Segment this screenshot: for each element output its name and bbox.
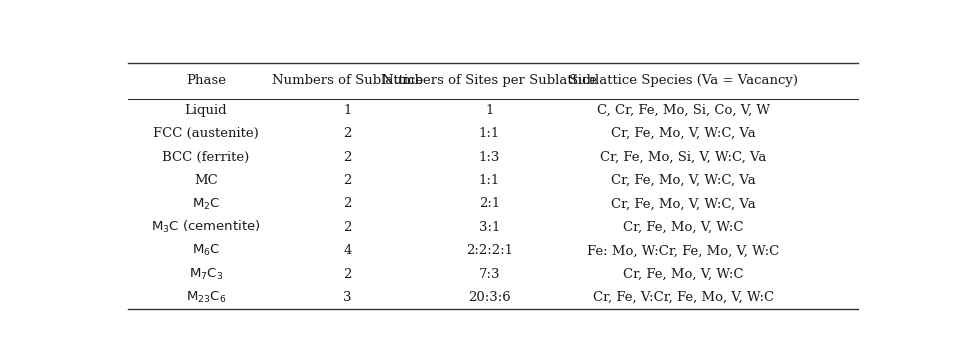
Text: 1:1: 1:1 xyxy=(479,127,500,140)
Text: $\mathrm{M_3C}$ (cementite): $\mathrm{M_3C}$ (cementite) xyxy=(151,219,260,235)
Text: 2: 2 xyxy=(343,150,352,164)
Text: Cr, Fe, V:Cr, Fe, Mo, V, W:C: Cr, Fe, V:Cr, Fe, Mo, V, W:C xyxy=(592,291,773,304)
Text: 2: 2 xyxy=(343,127,352,140)
Text: 3:1: 3:1 xyxy=(479,221,500,234)
Text: Liquid: Liquid xyxy=(185,104,227,117)
Text: 2: 2 xyxy=(343,174,352,187)
Text: 3: 3 xyxy=(343,291,352,304)
Text: 1:3: 1:3 xyxy=(479,150,500,164)
Text: $\mathrm{M_{23}C_6}$: $\mathrm{M_{23}C_6}$ xyxy=(185,290,226,305)
Text: 1: 1 xyxy=(484,104,493,117)
Text: $\mathrm{M_6C}$: $\mathrm{M_6C}$ xyxy=(191,243,220,258)
Text: C, Cr, Fe, Mo, Si, Co, V, W: C, Cr, Fe, Mo, Si, Co, V, W xyxy=(596,104,769,117)
Text: 1:1: 1:1 xyxy=(479,174,500,187)
Text: Cr, Fe, Mo, V, W:C, Va: Cr, Fe, Mo, V, W:C, Va xyxy=(610,198,754,211)
Text: $\mathrm{M_7C_3}$: $\mathrm{M_7C_3}$ xyxy=(188,267,223,282)
Text: $\mathrm{M_2C}$: $\mathrm{M_2C}$ xyxy=(191,197,220,212)
Text: Cr, Fe, Mo, V, W:C, Va: Cr, Fe, Mo, V, W:C, Va xyxy=(610,127,754,140)
Text: FCC (austenite): FCC (austenite) xyxy=(153,127,259,140)
Text: Phase: Phase xyxy=(185,74,226,87)
Text: 1: 1 xyxy=(343,104,352,117)
Text: Cr, Fe, Mo, V, W:C: Cr, Fe, Mo, V, W:C xyxy=(622,268,743,281)
Text: Fe: Mo, W:Cr, Fe, Mo, V, W:C: Fe: Mo, W:Cr, Fe, Mo, V, W:C xyxy=(586,244,778,257)
Text: 20:3:6: 20:3:6 xyxy=(467,291,510,304)
Text: Numbers of Sublattice: Numbers of Sublattice xyxy=(272,74,423,87)
Text: 2: 2 xyxy=(343,198,352,211)
Text: 4: 4 xyxy=(343,244,352,257)
Text: Cr, Fe, Mo, V, W:C, Va: Cr, Fe, Mo, V, W:C, Va xyxy=(610,174,754,187)
Text: 2: 2 xyxy=(343,221,352,234)
Text: Cr, Fe, Mo, V, W:C: Cr, Fe, Mo, V, W:C xyxy=(622,221,743,234)
Text: BCC (ferrite): BCC (ferrite) xyxy=(162,150,249,164)
Text: Numbers of Sites per Sublattice: Numbers of Sites per Sublattice xyxy=(382,74,596,87)
Text: 7:3: 7:3 xyxy=(478,268,500,281)
Text: 2:2:2:1: 2:2:2:1 xyxy=(465,244,512,257)
Text: Cr, Fe, Mo, Si, V, W:C, Va: Cr, Fe, Mo, Si, V, W:C, Va xyxy=(600,150,766,164)
Text: 2: 2 xyxy=(343,268,352,281)
Text: Sublattice Species (Va = Vacancy): Sublattice Species (Va = Vacancy) xyxy=(568,74,797,87)
Text: 2:1: 2:1 xyxy=(479,198,500,211)
Text: MC: MC xyxy=(194,174,217,187)
